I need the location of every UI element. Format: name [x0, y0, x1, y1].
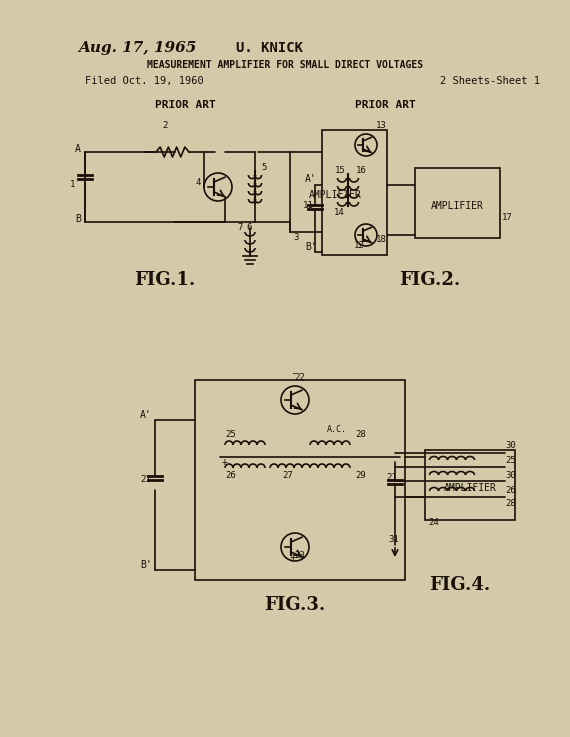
Text: 16: 16	[356, 166, 367, 175]
Text: 23: 23	[294, 551, 305, 560]
Text: 11: 11	[303, 201, 314, 210]
Text: A': A'	[140, 410, 152, 420]
Text: B': B'	[140, 560, 152, 570]
Text: 6: 6	[246, 223, 251, 232]
Text: +: +	[222, 457, 228, 467]
Text: FIG.2.: FIG.2.	[400, 271, 461, 289]
Text: U. KNICK: U. KNICK	[237, 41, 303, 55]
Text: 22: 22	[294, 373, 305, 382]
Text: 3: 3	[293, 233, 298, 242]
Text: PRIOR ART: PRIOR ART	[155, 100, 216, 110]
Text: 31: 31	[388, 535, 399, 544]
Text: 25: 25	[225, 430, 236, 439]
Text: 12: 12	[354, 241, 365, 250]
Bar	[290, 152, 380, 232]
Text: 21: 21	[386, 473, 397, 482]
Text: 5: 5	[261, 163, 266, 172]
Text: 26: 26	[225, 471, 236, 480]
Text: +: +	[290, 552, 297, 562]
Text: PRIOR ART: PRIOR ART	[355, 100, 416, 110]
Text: 21: 21	[140, 475, 150, 484]
Text: 2 Sheets-Sheet 1: 2 Sheets-Sheet 1	[440, 76, 540, 86]
Bar	[195, 380, 405, 580]
Text: A.C.: A.C.	[327, 425, 347, 434]
Bar	[322, 130, 387, 255]
Text: 26: 26	[505, 486, 516, 495]
Text: B: B	[75, 214, 81, 224]
Text: 27: 27	[282, 471, 293, 480]
Text: 2: 2	[162, 121, 168, 130]
Bar	[425, 450, 515, 520]
Text: AMPLIFIER: AMPLIFIER	[431, 201, 484, 211]
Text: A: A	[75, 144, 81, 154]
Text: AMPLIFIER: AMPLIFIER	[443, 483, 496, 493]
Text: AMPLIFIER: AMPLIFIER	[308, 190, 361, 200]
Text: 30: 30	[505, 471, 516, 480]
Text: FIG.4.: FIG.4.	[429, 576, 491, 594]
Text: 1: 1	[70, 180, 75, 189]
Text: 28: 28	[355, 430, 366, 439]
Text: 4: 4	[195, 178, 201, 187]
Text: 17: 17	[502, 213, 513, 222]
Text: 25: 25	[505, 456, 516, 465]
Text: Filed Oct. 19, 1960: Filed Oct. 19, 1960	[85, 76, 203, 86]
Text: Aug. 17, 1965: Aug. 17, 1965	[78, 41, 197, 55]
Text: 24: 24	[428, 518, 439, 527]
Text: FIG.1.: FIG.1.	[135, 271, 196, 289]
Text: 29: 29	[355, 471, 366, 480]
Text: 28: 28	[505, 499, 516, 508]
Text: 14: 14	[334, 208, 345, 217]
Text: 15: 15	[335, 166, 346, 175]
Bar	[415, 168, 500, 238]
Text: 18: 18	[376, 235, 387, 244]
Text: B': B'	[305, 242, 317, 252]
Text: FIG.3.: FIG.3.	[264, 596, 325, 614]
Text: -: -	[290, 368, 297, 378]
Text: 30: 30	[505, 441, 516, 450]
Text: MEASUREMENT AMPLIFIER FOR SMALL DIRECT VOLTAGES: MEASUREMENT AMPLIFIER FOR SMALL DIRECT V…	[147, 60, 423, 70]
Text: 7: 7	[237, 223, 242, 232]
Text: A': A'	[305, 174, 317, 184]
Text: 13: 13	[376, 121, 387, 130]
